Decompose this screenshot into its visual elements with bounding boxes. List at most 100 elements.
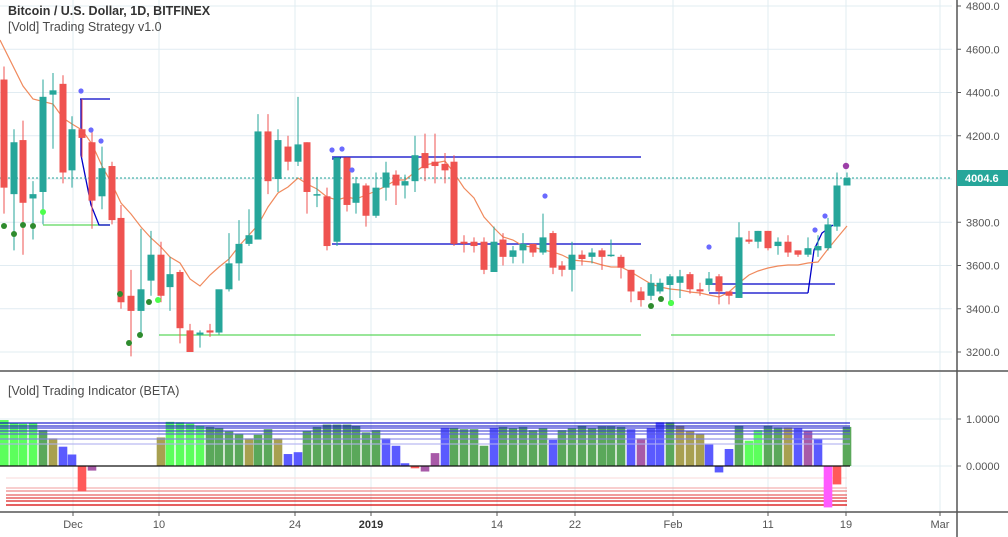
indicator-bar[interactable] xyxy=(322,424,332,466)
indicator-bar[interactable] xyxy=(606,426,616,466)
candle[interactable] xyxy=(196,330,204,348)
candle[interactable] xyxy=(274,129,282,192)
indicator-bar[interactable] xyxy=(205,426,215,466)
candle[interactable] xyxy=(814,235,822,257)
candle[interactable] xyxy=(157,241,165,303)
indicator-bar[interactable] xyxy=(685,431,695,466)
indicator-bar[interactable] xyxy=(763,425,773,466)
indicator-bar[interactable] xyxy=(773,427,783,466)
candle[interactable] xyxy=(549,230,557,275)
candle[interactable] xyxy=(656,278,664,294)
candle[interactable] xyxy=(264,114,272,195)
candle[interactable] xyxy=(725,291,733,305)
indicator-bar[interactable] xyxy=(400,463,410,466)
candle[interactable] xyxy=(833,172,841,231)
candle[interactable] xyxy=(490,226,498,272)
indicator-bar[interactable] xyxy=(410,466,420,469)
price-axis[interactable]: 4800.0 4600.0 4400.0 4200.0 3800.0 3600.0 3400… xyxy=(957,1,1008,359)
indicator-bar[interactable] xyxy=(714,466,724,473)
indicator-bar[interactable] xyxy=(332,424,342,466)
indicator-bar[interactable] xyxy=(646,428,656,466)
indicator-bar[interactable] xyxy=(371,430,381,466)
candle[interactable] xyxy=(568,241,576,292)
candle[interactable] xyxy=(696,282,704,296)
indicator-bar[interactable] xyxy=(823,466,833,508)
candle[interactable] xyxy=(764,230,772,251)
indicator-bar[interactable] xyxy=(28,423,38,466)
candle[interactable] xyxy=(588,248,596,264)
indicator-bar[interactable] xyxy=(695,433,705,466)
indicator-bar[interactable] xyxy=(293,452,303,466)
indicator-bar[interactable] xyxy=(577,425,587,466)
candle[interactable] xyxy=(617,254,625,279)
indicator-bar[interactable] xyxy=(87,466,97,471)
indicator-bar[interactable] xyxy=(302,431,312,466)
candle[interactable] xyxy=(843,172,851,186)
indicator-bar[interactable] xyxy=(244,438,254,466)
candle[interactable] xyxy=(137,228,145,333)
indicator-bar[interactable] xyxy=(283,454,293,466)
candle[interactable] xyxy=(686,271,694,294)
indicator-bar[interactable] xyxy=(567,428,577,466)
indicator-bar[interactable] xyxy=(195,425,205,466)
strategy-title[interactable]: [Vold] Trading Strategy v1.0 xyxy=(8,20,162,34)
candle[interactable] xyxy=(323,187,331,251)
indicator-bar[interactable] xyxy=(793,428,803,466)
candle[interactable] xyxy=(578,250,586,266)
candle[interactable] xyxy=(39,79,47,225)
indicator-bar[interactable] xyxy=(734,425,744,466)
indicator-bar[interactable] xyxy=(342,424,352,466)
candle[interactable] xyxy=(824,217,832,251)
indicator-bar[interactable] xyxy=(813,439,823,466)
candle[interactable] xyxy=(804,237,812,257)
indicator-bar[interactable] xyxy=(214,427,224,466)
indicator-bar[interactable] xyxy=(58,446,68,466)
candle[interactable] xyxy=(382,161,390,201)
candle[interactable] xyxy=(88,129,96,229)
indicator-bar[interactable] xyxy=(597,426,607,466)
candle[interactable] xyxy=(666,274,674,301)
candle[interactable] xyxy=(78,98,86,158)
candle[interactable] xyxy=(225,233,233,292)
indicator-bar[interactable] xyxy=(538,428,548,466)
candle[interactable] xyxy=(705,271,713,292)
indicator-bar[interactable] xyxy=(616,426,626,466)
candle[interactable] xyxy=(607,239,615,257)
candle[interactable] xyxy=(19,120,27,255)
candle[interactable] xyxy=(627,269,635,303)
indicator-bar[interactable] xyxy=(548,439,558,466)
indicator-bar[interactable] xyxy=(518,426,528,466)
indicator-bar[interactable] xyxy=(263,429,273,466)
indicator-bar[interactable] xyxy=(469,429,479,466)
candle[interactable] xyxy=(411,135,419,192)
indicator-bar[interactable] xyxy=(0,420,9,466)
candle[interactable] xyxy=(647,274,655,301)
indicator-bar[interactable] xyxy=(77,466,87,492)
candle[interactable] xyxy=(598,248,606,270)
candle[interactable] xyxy=(784,235,792,257)
indicator-bar[interactable] xyxy=(48,438,58,466)
candle[interactable] xyxy=(206,323,214,337)
indicator-bar[interactable] xyxy=(420,466,430,472)
candle[interactable] xyxy=(480,237,488,275)
candle[interactable] xyxy=(215,289,223,335)
indicator-bar[interactable] xyxy=(803,431,813,466)
candle[interactable] xyxy=(441,153,449,184)
candle[interactable] xyxy=(49,73,57,149)
indicator-bar[interactable] xyxy=(704,444,714,466)
candle[interactable] xyxy=(558,261,566,277)
indicator-bar[interactable] xyxy=(361,432,371,466)
indicator-bar[interactable] xyxy=(675,425,685,466)
candle[interactable] xyxy=(303,142,311,214)
candle[interactable] xyxy=(0,66,8,214)
candle[interactable] xyxy=(401,174,409,199)
candle[interactable] xyxy=(421,133,429,182)
candle[interactable] xyxy=(254,114,262,240)
candle[interactable] xyxy=(176,269,184,344)
indicator-bar[interactable] xyxy=(459,429,469,466)
indicator-bar[interactable] xyxy=(479,445,489,466)
candle[interactable] xyxy=(343,157,351,212)
indicator-bar[interactable] xyxy=(9,423,19,466)
candle[interactable] xyxy=(392,170,400,205)
